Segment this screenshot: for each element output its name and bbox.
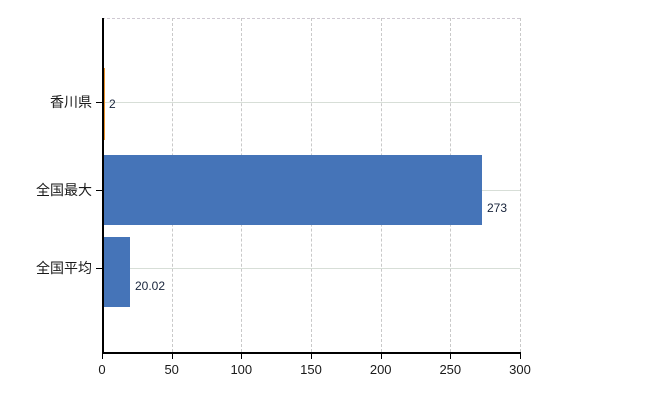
bar-national-average[interactable] bbox=[102, 237, 130, 307]
x-tick-label-300: 300 bbox=[509, 362, 531, 377]
y-axis-line bbox=[102, 18, 104, 353]
x-tick-label-250: 250 bbox=[439, 362, 462, 377]
x-tick-label-200: 200 bbox=[369, 362, 392, 377]
gridline-vertical-300 bbox=[520, 18, 522, 352]
x-tick-0 bbox=[102, 353, 103, 359]
y-axis-labels: 香川県 全国最大 全国平均 bbox=[0, 0, 92, 400]
bar-value-national-average: 20.02 bbox=[135, 279, 166, 293]
x-tick-label-150: 150 bbox=[300, 362, 322, 377]
x-tick-200 bbox=[380, 353, 382, 359]
plot-area: 2 273 20.02 bbox=[102, 18, 522, 352]
y-tick-national-max bbox=[96, 190, 103, 191]
bar-national-max[interactable] bbox=[102, 155, 483, 225]
x-tick-250 bbox=[450, 353, 452, 359]
x-tick-label-100: 100 bbox=[230, 362, 253, 377]
y-tick-label-kagawa: 香川県 bbox=[50, 94, 92, 110]
x-tick-label-0: 0 bbox=[98, 362, 106, 377]
y-tick-kagawa bbox=[96, 102, 103, 103]
gridline-horizontal-row-3 bbox=[102, 268, 520, 270]
bar-value-kagawa: 2 bbox=[109, 97, 116, 111]
y-tick-label-national-max: 全国最大 bbox=[36, 182, 92, 198]
x-tick-100 bbox=[241, 353, 243, 359]
bar-value-national-max: 273 bbox=[487, 201, 508, 215]
x-tick-50 bbox=[171, 353, 173, 359]
x-tick-300 bbox=[520, 353, 521, 359]
y-tick-label-national-average: 全国平均 bbox=[36, 260, 92, 276]
x-tick-150 bbox=[311, 353, 312, 359]
gridline-horizontal-row-1 bbox=[102, 102, 520, 104]
x-tick-label-50: 50 bbox=[164, 362, 179, 377]
y-tick-national-average bbox=[96, 268, 103, 269]
